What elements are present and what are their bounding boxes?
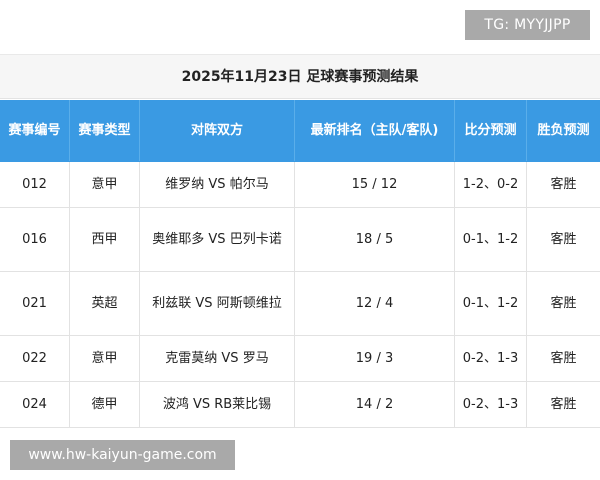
- league-cell: 英超: [70, 272, 140, 335]
- prediction-table: 2025年11月23日 足球赛事预测结果 赛事编号 赛事类型 对阵双方 最新排名…: [0, 54, 600, 428]
- score-prediction-cell: 0-1、1-2: [455, 208, 527, 271]
- match-id-cell: 016: [0, 208, 70, 271]
- result-prediction-cell: 客胜: [550, 177, 577, 192]
- table-grid: 赛事编号 赛事类型 对阵双方 最新排名（主队/客队) 比分预测 胜负预测 012…: [0, 100, 600, 428]
- match-id-cell: 021: [0, 272, 70, 335]
- header-match-id: 赛事编号: [0, 100, 70, 161]
- score-prediction-cell: 0-1、1-2: [455, 272, 527, 335]
- table-title: 2025年11月23日 足球赛事预测结果: [0, 55, 600, 99]
- ranking-cell: 14 / 2: [295, 382, 455, 427]
- matchup-cell: 波鸿 VS RB莱比锡: [140, 382, 295, 427]
- league-cell: 德甲: [70, 382, 140, 427]
- header-league: 赛事类型: [70, 100, 140, 161]
- match-id-cell: 022: [0, 336, 70, 381]
- header-result-prediction: 胜负预测: [537, 123, 590, 138]
- table-row: 022 意甲 克雷莫纳 VS 罗马 19 / 3 0-2、1-3 客胜: [0, 336, 600, 382]
- result-prediction-cell: 客胜: [550, 296, 577, 311]
- result-prediction-cell: 客胜: [550, 351, 577, 366]
- ranking-cell: 18 / 5: [295, 208, 455, 271]
- league-cell: 意甲: [70, 336, 140, 381]
- league-cell: 西甲: [70, 208, 140, 271]
- score-prediction-cell: 1-2、0-2: [455, 162, 527, 207]
- ranking-cell: 12 / 4: [295, 272, 455, 335]
- league-cell: 意甲: [70, 162, 140, 207]
- header-score-prediction: 比分预测: [455, 100, 527, 161]
- result-prediction-cell: 客胜: [550, 232, 577, 247]
- table-row: 024 德甲 波鸿 VS RB莱比锡 14 / 2 0-2、1-3 客胜: [0, 382, 600, 428]
- match-id-cell: 012: [0, 162, 70, 207]
- tg-watermark: TG: MYYJJPP: [465, 10, 590, 40]
- matchup-cell: 奥维耶多 VS 巴列卡诺: [140, 208, 295, 271]
- score-prediction-cell: 0-2、1-3: [455, 336, 527, 381]
- result-prediction-cell: 客胜: [550, 397, 577, 412]
- table-row: 012 意甲 维罗纳 VS 帕尔马 15 / 12 1-2、0-2 客胜: [0, 162, 600, 208]
- matchup-cell: 利兹联 VS 阿斯顿维拉: [140, 272, 295, 335]
- ranking-cell: 19 / 3: [295, 336, 455, 381]
- table-row: 016 西甲 奥维耶多 VS 巴列卡诺 18 / 5 0-1、1-2 客胜: [0, 208, 600, 272]
- matchup-cell: 维罗纳 VS 帕尔马: [140, 162, 295, 207]
- matchup-cell: 克雷莫纳 VS 罗马: [140, 336, 295, 381]
- match-id-cell: 024: [0, 382, 70, 427]
- ranking-cell: 15 / 12: [295, 162, 455, 207]
- header-matchup: 对阵双方: [140, 100, 295, 161]
- table-row: 021 英超 利兹联 VS 阿斯顿维拉 12 / 4 0-1、1-2 客胜: [0, 272, 600, 336]
- table-header-row: 赛事编号 赛事类型 对阵双方 最新排名（主队/客队) 比分预测 胜负预测: [0, 100, 600, 162]
- header-ranking: 最新排名（主队/客队): [295, 100, 455, 161]
- score-prediction-cell: 0-2、1-3: [455, 382, 527, 427]
- site-url-watermark: www.hw-kaiyun-game.com: [10, 440, 235, 470]
